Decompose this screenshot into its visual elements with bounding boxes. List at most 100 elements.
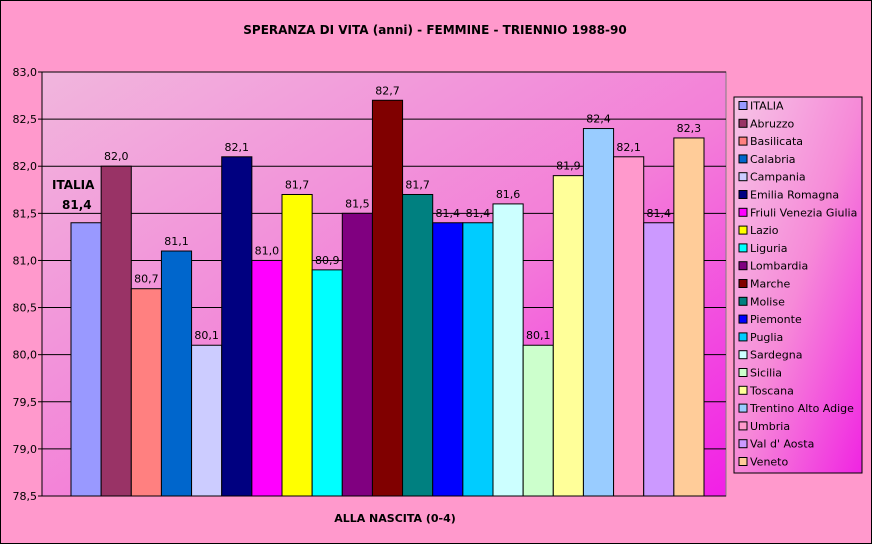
legend-swatch bbox=[738, 243, 748, 253]
legend-swatch bbox=[738, 439, 748, 449]
bar-value-label: 82,0 bbox=[104, 150, 129, 163]
legend-swatch bbox=[738, 172, 748, 182]
bar-19 bbox=[643, 222, 675, 497]
legend-swatch bbox=[738, 136, 748, 146]
bar-value-label: 80,7 bbox=[134, 273, 159, 286]
italia-callout-label: ITALIA bbox=[52, 178, 95, 192]
bar-7 bbox=[281, 193, 313, 497]
legend-label: Lombardia bbox=[750, 260, 808, 273]
legend-box bbox=[733, 96, 863, 474]
legend-swatch bbox=[738, 190, 748, 199]
bar-value-label: 80,1 bbox=[526, 329, 551, 342]
chart-title: SPERANZA DI VITA (anni) - FEMMINE - TRIE… bbox=[243, 23, 626, 37]
legend-label: Trentino Alto Adige bbox=[749, 402, 854, 415]
bar-value-label: 82,7 bbox=[375, 84, 400, 97]
bar-18 bbox=[613, 156, 645, 497]
legend-label: Umbria bbox=[750, 420, 790, 433]
bar-value-label: 81,9 bbox=[556, 160, 581, 173]
legend-label: Lazio bbox=[750, 224, 779, 237]
legend-label: Sicilia bbox=[750, 367, 782, 380]
bars bbox=[70, 99, 705, 497]
legend-label: Veneto bbox=[750, 456, 788, 469]
legend-swatch bbox=[738, 457, 748, 466]
legend-swatch bbox=[738, 296, 748, 306]
legend-label: Basilicata bbox=[750, 135, 803, 148]
y-tick-label: 80,0 bbox=[13, 349, 38, 362]
bar-value-label: 82,3 bbox=[677, 122, 702, 135]
y-tick-label: 79,5 bbox=[13, 396, 38, 409]
bar-12 bbox=[432, 222, 464, 497]
legend-swatch bbox=[738, 225, 748, 235]
legend-swatch bbox=[738, 332, 748, 342]
bar-value-label: 81,4 bbox=[466, 207, 491, 220]
bar-16 bbox=[552, 175, 584, 497]
bar-0 bbox=[70, 222, 102, 497]
y-tick-label: 81,0 bbox=[13, 254, 38, 267]
italia-callout-value: 81,4 bbox=[62, 198, 92, 212]
legend-label: Liguria bbox=[750, 242, 787, 255]
bar-value-label: 82,4 bbox=[586, 113, 611, 126]
bar-value-label: 81,7 bbox=[405, 178, 430, 191]
bar-8 bbox=[311, 269, 343, 497]
legend-swatch bbox=[738, 403, 748, 413]
bar-10 bbox=[371, 99, 404, 497]
legend-swatch bbox=[738, 385, 748, 395]
y-tick-label: 80,5 bbox=[13, 302, 38, 315]
legend: ITALIA Abruzzo Basilicata Calabria Campania E… bbox=[738, 100, 857, 469]
bar-1 bbox=[100, 165, 132, 497]
y-tick-label: 83,0 bbox=[13, 66, 38, 79]
bar-value-label: 82,1 bbox=[616, 141, 641, 154]
legend-label: Calabria bbox=[750, 153, 796, 166]
y-tick-label: 81,5 bbox=[13, 207, 38, 220]
legend-label: Emilia Romagna bbox=[750, 189, 839, 202]
bar-value-label: 81,6 bbox=[496, 188, 521, 201]
legend-swatch bbox=[738, 207, 748, 217]
bar-11 bbox=[402, 193, 434, 497]
bar-value-label: 81,4 bbox=[647, 207, 672, 220]
legend-swatch bbox=[738, 314, 748, 324]
legend-swatch bbox=[738, 154, 748, 164]
bar-9 bbox=[341, 212, 373, 497]
bar-2 bbox=[130, 288, 162, 497]
bar-15 bbox=[522, 344, 554, 497]
legend-swatch bbox=[738, 261, 748, 271]
legend-swatch bbox=[738, 101, 748, 110]
y-tick-label: 79,0 bbox=[13, 443, 38, 456]
bar-14 bbox=[492, 203, 524, 497]
bar-6 bbox=[251, 259, 283, 497]
legend-swatch bbox=[738, 421, 748, 431]
legend-swatch bbox=[738, 118, 748, 128]
bar-value-label: 81,0 bbox=[255, 244, 280, 257]
legend-label: Val d' Aosta bbox=[750, 438, 814, 451]
legend-label: Toscana bbox=[749, 384, 794, 397]
bar-5 bbox=[221, 156, 253, 497]
bar-value-label: 81,4 bbox=[436, 207, 461, 220]
legend-swatch bbox=[738, 350, 748, 360]
legend-label: Sardegna bbox=[750, 349, 803, 362]
y-tick-label: 78,5 bbox=[13, 490, 38, 503]
bar-value-label: 81,7 bbox=[285, 178, 310, 191]
legend-label: Campania bbox=[750, 171, 806, 184]
legend-swatch bbox=[738, 279, 748, 288]
legend-label: Abruzzo bbox=[750, 117, 795, 130]
legend-label: Marche bbox=[750, 278, 791, 291]
legend-label: Friuli Venezia Giulia bbox=[750, 206, 857, 219]
x-axis-label: ALLA NASCITA (0-4) bbox=[334, 512, 456, 525]
y-axis-ticks: 78,5 79,0 79,5 80,0 80,5 81,0 81,5 82,0 82,5 83,0 bbox=[13, 66, 42, 503]
legend-label: Piemonte bbox=[750, 313, 802, 326]
bar-20 bbox=[673, 137, 705, 497]
y-tick-label: 82,0 bbox=[13, 160, 38, 173]
legend-swatch bbox=[738, 368, 748, 377]
bar-17 bbox=[582, 128, 615, 497]
bar-4 bbox=[191, 344, 223, 497]
bar-value-label: 82,1 bbox=[225, 141, 250, 154]
bar-labels: 82,0 80,7 81,1 80,1 82,1 81,0 81,7 80,9 81,5 82,7… bbox=[104, 84, 701, 342]
bar-13 bbox=[462, 222, 494, 497]
bar-3 bbox=[160, 250, 193, 497]
legend-label: Molise bbox=[750, 295, 785, 308]
bar-value-label: 81,1 bbox=[164, 235, 189, 248]
y-tick-label: 82,5 bbox=[13, 113, 38, 126]
bar-value-label: 80,9 bbox=[315, 254, 340, 267]
legend-label: ITALIA bbox=[750, 100, 784, 113]
